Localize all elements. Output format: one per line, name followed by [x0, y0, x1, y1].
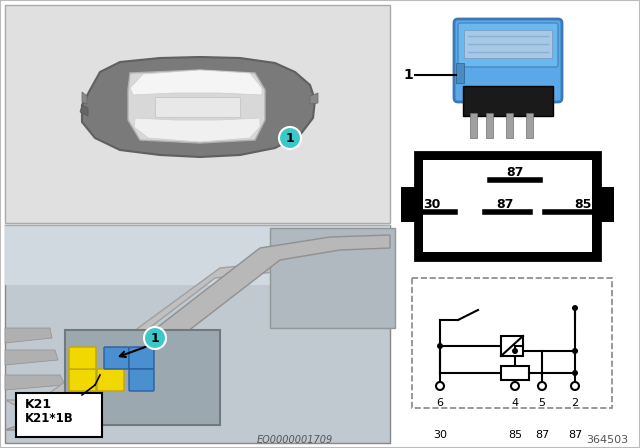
Bar [5, 225, 390, 443]
Polygon shape [5, 375, 65, 390]
Circle shape [279, 127, 301, 149]
Text: 30: 30 [423, 198, 441, 211]
FancyBboxPatch shape [16, 393, 102, 437]
Text: 2: 2 [572, 398, 579, 408]
Bar [463, 86, 553, 116]
Circle shape [572, 370, 578, 376]
Text: EO0000001709: EO0000001709 [257, 435, 333, 445]
Text: 87: 87 [568, 430, 582, 440]
Polygon shape [128, 70, 265, 143]
Bar [270, 228, 395, 328]
Circle shape [571, 382, 579, 390]
Bar [506, 113, 513, 138]
Polygon shape [82, 57, 315, 157]
Bar [412, 278, 612, 408]
Bar [423, 160, 592, 252]
Polygon shape [5, 350, 58, 365]
FancyBboxPatch shape [129, 369, 154, 391]
Text: 87: 87 [535, 430, 549, 440]
Polygon shape [5, 254, 390, 415]
Bar [155, 97, 240, 117]
Bar [456, 63, 464, 83]
Circle shape [512, 348, 518, 354]
FancyBboxPatch shape [458, 23, 558, 67]
Circle shape [437, 343, 443, 349]
Polygon shape [80, 105, 88, 116]
Text: 1: 1 [150, 332, 159, 345]
Bar [65, 330, 220, 425]
Text: 4: 4 [511, 398, 518, 408]
Text: 364503: 364503 [586, 435, 628, 445]
Bar [464, 30, 552, 58]
Circle shape [572, 305, 578, 311]
Bar [5, 225, 390, 285]
Bar [501, 336, 523, 356]
FancyBboxPatch shape [454, 19, 562, 102]
Polygon shape [5, 235, 390, 430]
Circle shape [511, 382, 519, 390]
Polygon shape [5, 328, 52, 343]
Polygon shape [82, 92, 87, 104]
Text: 30: 30 [433, 430, 447, 440]
Text: 85: 85 [574, 198, 592, 211]
Text: K21*1B: K21*1B [25, 412, 74, 425]
Text: 6: 6 [436, 398, 444, 408]
Circle shape [144, 327, 166, 349]
Bar [401, 187, 415, 222]
Text: 87: 87 [506, 165, 524, 178]
Bar [415, 152, 600, 260]
Polygon shape [310, 93, 318, 104]
Bar [5, 5, 390, 223]
Polygon shape [134, 118, 260, 142]
Bar [600, 187, 614, 222]
Circle shape [436, 382, 444, 390]
Bar [486, 113, 493, 138]
Circle shape [538, 382, 546, 390]
Bar [501, 366, 529, 380]
Bar [470, 113, 477, 138]
Text: K21: K21 [25, 398, 52, 411]
FancyBboxPatch shape [97, 369, 124, 391]
Bar [526, 113, 533, 138]
Circle shape [572, 348, 578, 354]
FancyBboxPatch shape [129, 347, 154, 369]
Text: 1: 1 [285, 132, 294, 145]
Text: 5: 5 [538, 398, 545, 408]
Text: 85: 85 [508, 430, 522, 440]
Text: 1: 1 [403, 68, 413, 82]
FancyBboxPatch shape [104, 347, 129, 369]
Polygon shape [130, 70, 262, 95]
Text: 87: 87 [496, 198, 514, 211]
FancyBboxPatch shape [69, 347, 96, 369]
FancyBboxPatch shape [69, 369, 96, 391]
